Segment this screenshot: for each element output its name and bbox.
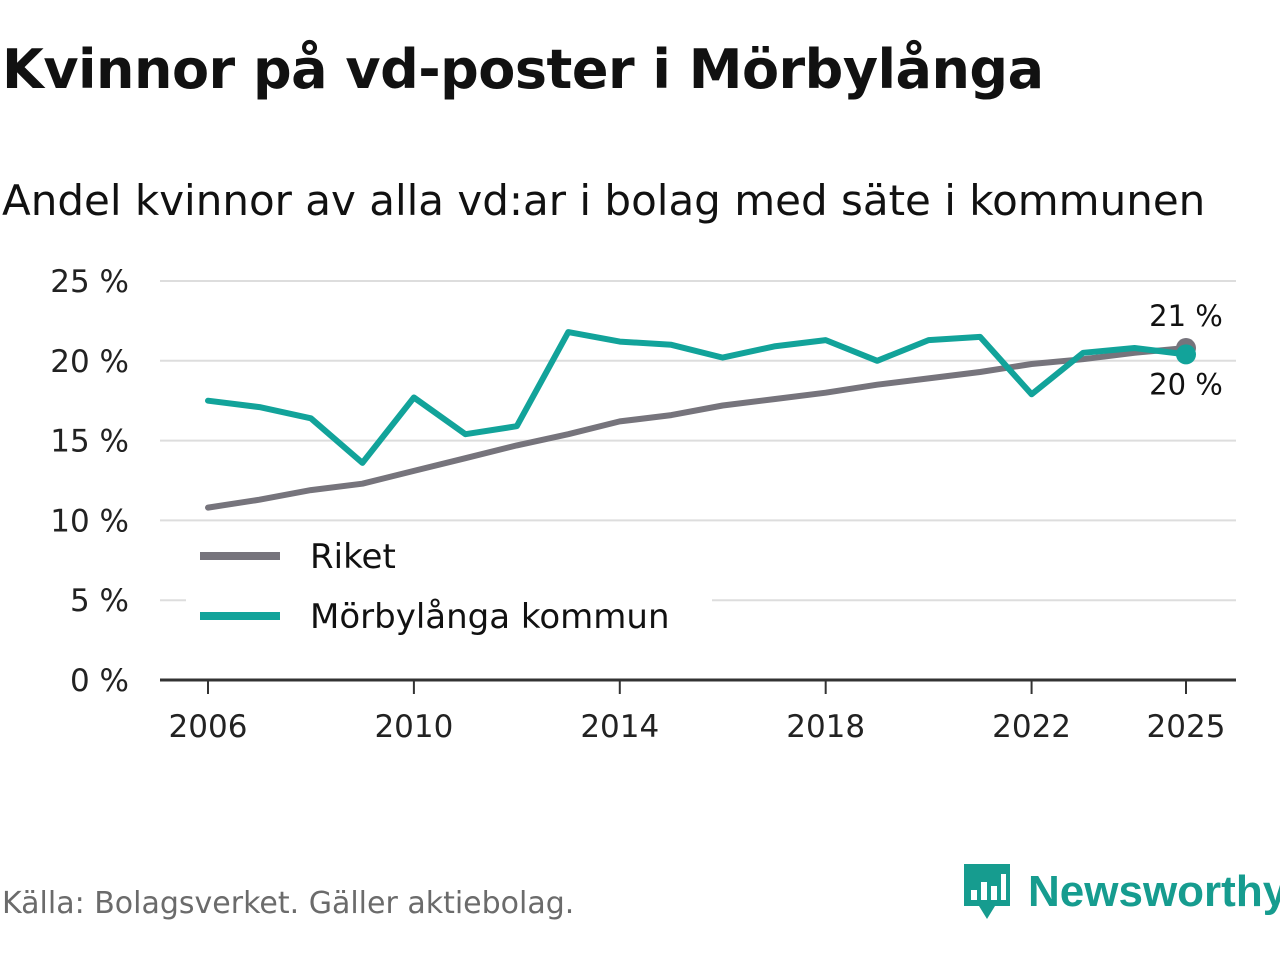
- data-point-kommun: [1080, 350, 1086, 356]
- data-point-riket: [874, 382, 880, 388]
- series-line-riket: [205, 345, 1189, 511]
- y-tick-label: 25 %: [50, 264, 129, 300]
- x-tick-label: 2006: [169, 709, 248, 745]
- chart-title: Kvinnor på vd-poster i Mörbylånga: [2, 38, 1044, 101]
- axes: 0 % 5 % 10 % 15 % 20 % 25 % 2006 2010 2014 2018 20…: [50, 264, 1236, 745]
- data-point-kommun: [411, 395, 417, 401]
- data-point-kommun: [308, 415, 314, 421]
- data-point-kommun: [565, 329, 571, 335]
- data-point-kommun: [823, 337, 829, 343]
- data-point-riket: [926, 375, 932, 381]
- data-point-kommun: [359, 460, 365, 466]
- data-point-kommun: [514, 423, 520, 429]
- brand-logo: Newsworthy: [962, 862, 1280, 922]
- data-point-riket: [462, 455, 468, 461]
- y-tick-label: 10 %: [50, 503, 129, 539]
- x-tick-label: 2022: [992, 709, 1071, 745]
- data-point-riket: [977, 369, 983, 375]
- legend-background: [186, 528, 712, 646]
- x-tick-label: 2025: [1147, 709, 1226, 745]
- y-tick-label: 15 %: [50, 424, 129, 460]
- data-point-kommun: [256, 404, 262, 410]
- chart-subtitle: Andel kvinnor av alla vd:ar i bolag med …: [2, 176, 1206, 225]
- series-lines: 21 % 20 %: [205, 299, 1223, 511]
- brand-name: Newsworthy: [1028, 867, 1280, 916]
- data-point-riket: [256, 497, 262, 503]
- data-point-kommun: [771, 343, 777, 349]
- series-line-kommun: [205, 329, 1189, 466]
- legend-label-riket: Riket: [310, 537, 396, 577]
- data-point-riket: [359, 481, 365, 487]
- end-marker-kommun: [1176, 344, 1196, 365]
- x-tick-label: 2010: [374, 709, 453, 745]
- data-point-riket: [771, 396, 777, 402]
- data-point-riket: [565, 431, 571, 437]
- newsworthy-logo-icon: [964, 864, 1010, 919]
- data-point-kommun: [617, 339, 623, 345]
- data-point-riket: [205, 505, 211, 511]
- y-tick-label: 0 %: [70, 663, 129, 699]
- data-point-riket: [411, 468, 417, 474]
- x-tick-label: 2018: [786, 709, 865, 745]
- data-point-riket: [668, 412, 674, 418]
- data-point-riket: [514, 442, 520, 448]
- data-point-kommun: [205, 398, 211, 404]
- source-note: Källa: Bolagsverket. Gäller aktiebolag.: [2, 886, 575, 921]
- data-point-riket: [1029, 361, 1035, 367]
- data-point-riket: [823, 390, 829, 396]
- end-label-riket: 21 %: [1149, 299, 1223, 333]
- data-point-riket: [617, 418, 623, 424]
- data-point-kommun: [1029, 391, 1035, 397]
- data-point-kommun: [926, 337, 932, 343]
- data-point-kommun: [1132, 345, 1138, 351]
- end-label-kommun: 20 %: [1149, 367, 1223, 401]
- data-point-kommun: [668, 342, 674, 348]
- data-point-riket: [720, 402, 726, 408]
- data-point-kommun: [462, 431, 468, 437]
- data-point-kommun: [977, 334, 983, 340]
- data-point-riket: [308, 487, 314, 493]
- legend: Riket Mörbylånga kommun: [186, 528, 712, 646]
- x-tick-label: 2014: [580, 709, 659, 745]
- data-point-kommun: [874, 358, 880, 364]
- y-tick-label: 20 %: [50, 344, 129, 380]
- legend-label-kommun: Mörbylånga kommun: [310, 597, 670, 637]
- data-point-kommun: [720, 355, 726, 361]
- y-tick-label: 5 %: [70, 583, 129, 619]
